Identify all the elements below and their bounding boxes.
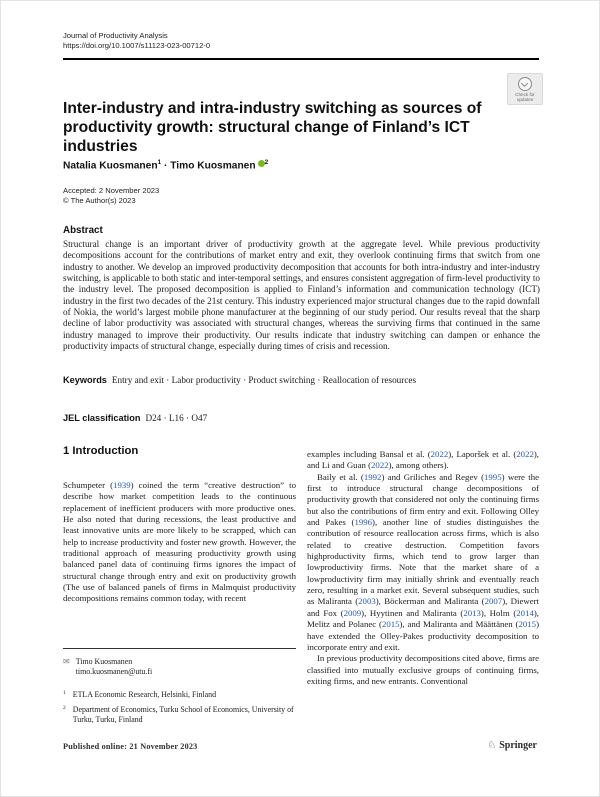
- citation-link[interactable]: 1995: [484, 471, 502, 482]
- keywords-line: Keywords Entry and exit · Labor productiv…: [63, 375, 540, 385]
- citation-link[interactable]: 1992: [363, 471, 382, 482]
- section-heading-introduction: 1 Introduction: [63, 445, 139, 457]
- journal-name: Journal of Productivity Analysis: [63, 31, 168, 40]
- citation-link[interactable]: 1996: [354, 517, 373, 528]
- corresponding-author: Timo Kuosmanen timo.kuosmanen@utu.fi: [76, 657, 153, 676]
- author-2-affiliation-sup: 2: [264, 159, 269, 166]
- doi-link[interactable]: https://doi.org/10.1007/s11123-023-00712…: [63, 41, 211, 50]
- article-title: Inter-industry and intra-industry switch…: [63, 100, 482, 155]
- citation-link[interactable]: 2007: [484, 596, 503, 607]
- intro-left-column: Schumpeter (1939) coined the term “creat…: [63, 480, 296, 605]
- jel-text: D24 · L16 · O47: [145, 413, 208, 423]
- affiliation-2: 2 Department of Economics, Turku School …: [63, 705, 296, 724]
- affiliation-2-number: 2: [63, 705, 66, 711]
- citation-link[interactable]: 2015: [381, 619, 400, 630]
- author-1-affiliation-sup: 1: [157, 159, 162, 166]
- citation-link[interactable]: 2009: [343, 607, 362, 618]
- springer-logo: ♘ Springer: [487, 740, 537, 751]
- intro-paragraph: examples including Bansal et al. (2022),…: [307, 449, 539, 471]
- author-1: Natalia Kuosmanen: [63, 160, 158, 172]
- affiliation-1-number: 1: [63, 690, 66, 696]
- intro-paragraph: Baily et al. (1992) and Griliches and Re…: [307, 471, 539, 652]
- corresponding-author-block: ✉ Timo Kuosmanen timo.kuosmanen@utu.fi: [63, 657, 296, 676]
- check-for-updates-badge[interactable]: Check for updates: [507, 73, 543, 105]
- update-check-icon: [518, 76, 532, 91]
- keywords-text: Entry and exit · Labor productivity · Pr…: [111, 375, 417, 385]
- check-for-updates-label: Check for updates: [515, 91, 535, 102]
- published-online-stamp: Published online: 21 November 2023: [63, 742, 198, 751]
- keywords-label: Keywords: [63, 375, 107, 385]
- citation-link[interactable]: 2014: [516, 607, 534, 618]
- intro-right-column: examples including Bansal et al. (2022),…: [307, 449, 539, 687]
- copyright-line: © The Author(s) 2023: [63, 196, 136, 205]
- springer-horse-icon: ♘: [487, 740, 497, 751]
- abstract-text: Structural change is an important driver…: [63, 239, 540, 352]
- intro-paragraph: In previous productivity decompositions …: [307, 653, 539, 686]
- jel-line: JEL classification D24 · L16 · O47: [63, 413, 540, 423]
- envelope-icon: ✉: [63, 657, 70, 666]
- footnote-rule: [63, 648, 296, 649]
- jel-label: JEL classification: [63, 413, 141, 423]
- journal-header: Journal of Productivity Analysis https:/…: [63, 31, 539, 51]
- affiliation-1-text: ETLA Economic Research, Helsinki, Finlan…: [72, 690, 217, 699]
- citation-link[interactable]: 2022: [430, 449, 449, 459]
- citation-link[interactable]: 2003: [358, 596, 376, 607]
- springer-wordmark: Springer: [499, 740, 537, 751]
- corresponding-author-email[interactable]: timo.kuosmanen@utu.fi: [75, 666, 153, 676]
- citation-link[interactable]: 2022: [516, 449, 534, 459]
- abstract-heading: Abstract: [63, 225, 103, 236]
- author-line: Natalia Kuosmanen1 · Timo Kuosmanen 2: [63, 159, 539, 171]
- affiliation-2-text: Department of Economics, Turku School of…: [72, 705, 294, 724]
- citation-link[interactable]: 1939: [113, 480, 131, 490]
- citation-link[interactable]: 2015: [518, 619, 537, 630]
- affiliation-1: 1 ETLA Economic Research, Helsinki, Finl…: [63, 690, 296, 700]
- author-2: Timo Kuosmanen: [170, 160, 256, 172]
- intro-paragraph: Schumpeter (1939) coined the term “creat…: [63, 480, 296, 604]
- corresponding-author-name: Timo Kuosmanen: [75, 657, 133, 666]
- accepted-date: Accepted: 2 November 2023: [63, 186, 160, 195]
- orcid-icon[interactable]: [257, 160, 265, 168]
- citation-link[interactable]: 2013: [463, 607, 481, 618]
- citation-link[interactable]: 2022: [371, 460, 389, 471]
- author-separator: ·: [164, 160, 168, 172]
- article-dates: Accepted: 2 November 2023 © The Author(s…: [63, 186, 363, 206]
- header-rule: [63, 58, 539, 60]
